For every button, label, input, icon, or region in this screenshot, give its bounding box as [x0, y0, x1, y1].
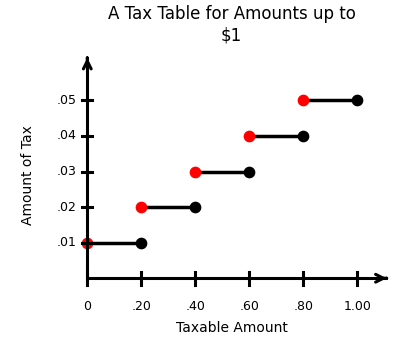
X-axis label: Taxable Amount: Taxable Amount — [175, 321, 287, 335]
Text: .05: .05 — [56, 94, 76, 107]
Point — [299, 97, 306, 103]
Text: .04: .04 — [56, 130, 76, 143]
Point — [191, 169, 198, 174]
Text: .01: .01 — [56, 236, 76, 249]
Text: .20: .20 — [131, 300, 151, 313]
Point — [245, 169, 252, 174]
Point — [245, 133, 252, 139]
Text: .40: .40 — [185, 300, 204, 313]
Text: 1.00: 1.00 — [342, 300, 370, 313]
Text: .03: .03 — [56, 165, 76, 178]
Point — [138, 204, 144, 210]
Point — [299, 133, 306, 139]
Text: 0: 0 — [83, 300, 91, 313]
Text: .80: .80 — [292, 300, 312, 313]
Point — [191, 204, 198, 210]
Point — [138, 240, 144, 245]
Y-axis label: Amount of Tax: Amount of Tax — [21, 125, 35, 225]
Title: A Tax Table for Amounts up to
$1: A Tax Table for Amounts up to $1 — [108, 5, 355, 44]
Text: .02: .02 — [56, 201, 76, 214]
Point — [84, 240, 90, 245]
Point — [353, 97, 360, 103]
Text: .60: .60 — [239, 300, 258, 313]
